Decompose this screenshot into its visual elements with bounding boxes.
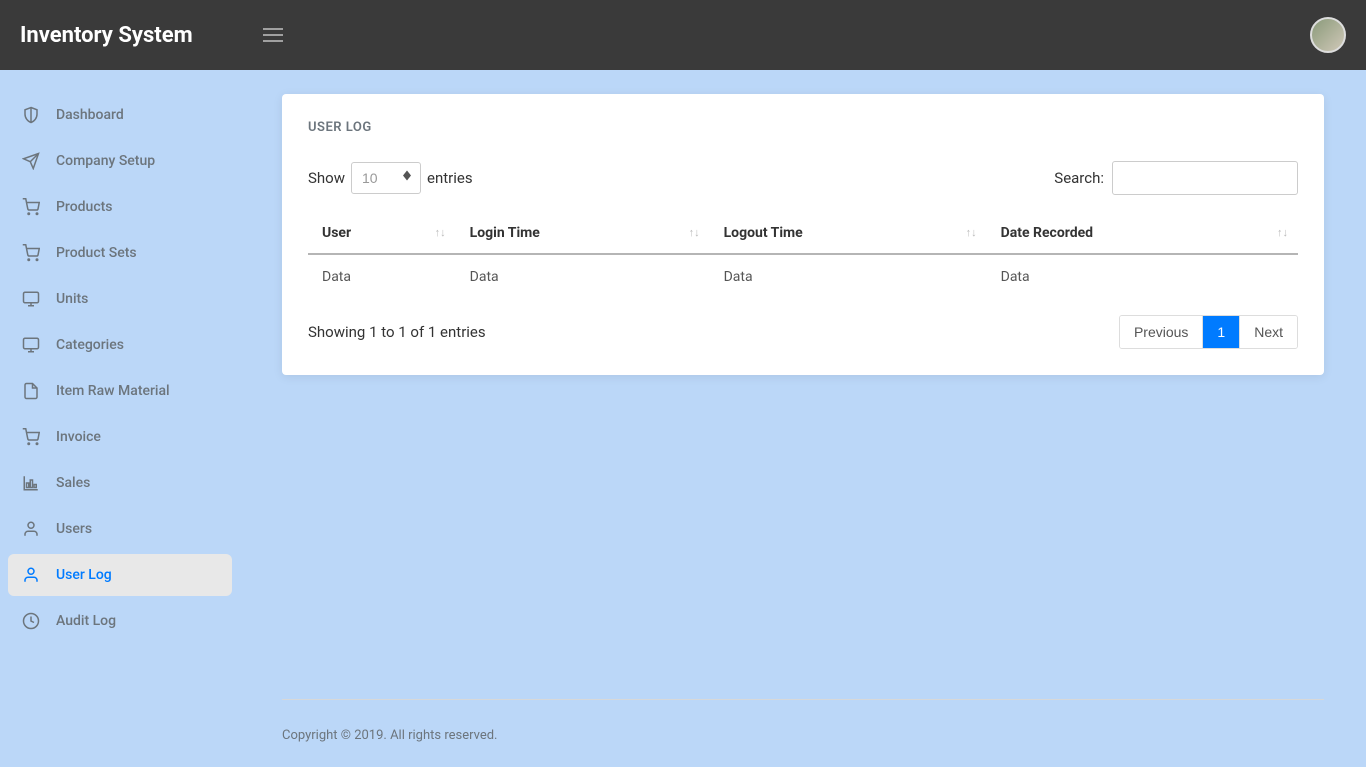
user-icon <box>22 520 40 538</box>
sidebar-item-label: Units <box>56 291 88 307</box>
sidebar-item-users[interactable]: Users <box>8 508 232 550</box>
sidebar-item-label: Categories <box>56 337 124 353</box>
page-1-button[interactable]: 1 <box>1203 316 1240 348</box>
logo: Inventory System <box>20 23 193 48</box>
sidebar-item-item-raw-material[interactable]: Item Raw Material <box>8 370 232 412</box>
sidebar-item-label: Item Raw Material <box>56 383 170 399</box>
table-row: DataDataDataData <box>308 254 1298 299</box>
search-input[interactable] <box>1112 161 1298 195</box>
show-entries: Show 10 entries <box>308 162 473 194</box>
file-icon <box>22 382 40 400</box>
sidebar-item-product-sets[interactable]: Product Sets <box>8 232 232 274</box>
entries-select[interactable]: 10 <box>351 162 421 194</box>
chart-icon <box>22 474 40 492</box>
sidebar-item-label: Company Setup <box>56 153 155 169</box>
sidebar-item-label: Dashboard <box>56 107 124 123</box>
sidebar-item-label: Invoice <box>56 429 101 445</box>
sidebar-item-sales[interactable]: Sales <box>8 462 232 504</box>
cart-icon <box>22 428 40 446</box>
sidebar-item-units[interactable]: Units <box>8 278 232 320</box>
cart-icon <box>22 244 40 262</box>
sidebar-item-label: Products <box>56 199 113 215</box>
pagination: Previous 1 Next <box>1119 315 1298 349</box>
sidebar-item-label: Audit Log <box>56 613 116 629</box>
cart-icon <box>22 198 40 216</box>
send-icon <box>22 152 40 170</box>
sidebar-item-label: Users <box>56 521 92 537</box>
monitor-icon <box>22 336 40 354</box>
sidebar-item-label: User Log <box>56 567 112 583</box>
sidebar-item-categories[interactable]: Categories <box>8 324 232 366</box>
sort-icon: ↑↓ <box>1277 229 1288 237</box>
sidebar-item-audit-log[interactable]: Audit Log <box>8 600 232 642</box>
sidebar-item-label: Sales <box>56 475 90 491</box>
user-log-card: USER LOG Show 10 entries Search: <box>282 94 1324 375</box>
shield-icon <box>22 106 40 124</box>
sidebar-item-products[interactable]: Products <box>8 186 232 228</box>
clock-icon <box>22 612 40 630</box>
sort-icon: ↑↓ <box>966 229 977 237</box>
sidebar: Dashboard Company Setup Products Product Se… <box>0 70 240 767</box>
user-log-table: User↑↓Login Time↑↓Logout Time↑↓Date Reco… <box>308 213 1298 299</box>
sidebar-item-label: Product Sets <box>56 245 137 261</box>
column-login-time[interactable]: Login Time↑↓ <box>456 213 710 254</box>
prev-button[interactable]: Previous <box>1120 316 1203 348</box>
monitor-icon <box>22 290 40 308</box>
table-cell: Data <box>987 254 1298 299</box>
sort-icon: ↑↓ <box>689 229 700 237</box>
avatar[interactable] <box>1310 17 1346 53</box>
column-logout-time[interactable]: Logout Time↑↓ <box>710 213 987 254</box>
table-cell: Data <box>710 254 987 299</box>
search-label: Search: <box>1054 169 1104 187</box>
sidebar-item-dashboard[interactable]: Dashboard <box>8 94 232 136</box>
column-date-recorded[interactable]: Date Recorded↑↓ <box>987 213 1298 254</box>
user-icon <box>22 566 40 584</box>
sidebar-item-invoice[interactable]: Invoice <box>8 416 232 458</box>
table-info: Showing 1 to 1 of 1 entries <box>308 323 486 341</box>
sidebar-item-company-setup[interactable]: Company Setup <box>8 140 232 182</box>
sidebar-item-user-log[interactable]: User Log <box>8 554 232 596</box>
card-title: USER LOG <box>308 120 1298 135</box>
table-cell: Data <box>308 254 456 299</box>
footer: Copyright © 2019. All rights reserved. <box>282 699 1324 743</box>
next-button[interactable]: Next <box>1240 316 1297 348</box>
column-user[interactable]: User↑↓ <box>308 213 456 254</box>
entries-label: entries <box>427 169 473 187</box>
show-label: Show <box>308 169 345 187</box>
header: Inventory System <box>0 0 1366 70</box>
sort-icon: ↑↓ <box>435 229 446 237</box>
menu-toggle-icon[interactable] <box>263 28 283 42</box>
table-cell: Data <box>456 254 710 299</box>
